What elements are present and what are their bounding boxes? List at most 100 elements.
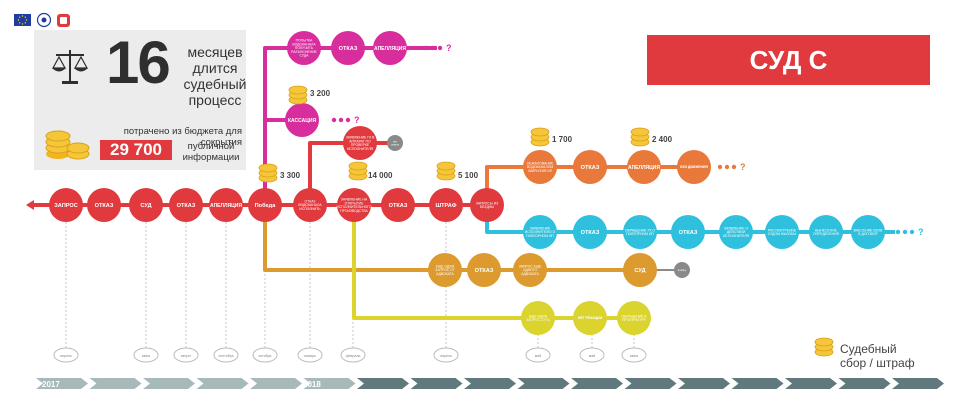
ochre-node-0 [428, 253, 462, 287]
ochre-node-2 [513, 253, 547, 287]
eu-flag-star [17, 19, 20, 21]
spent-text: потрачено из бюджета для сокрытия [123, 126, 242, 148]
magenta-top-node-2 [373, 31, 407, 65]
magenta-top-more-dot [437, 45, 443, 51]
timeline-arrow [838, 378, 891, 389]
spent-amount: 29 700 [100, 140, 172, 160]
main-node-10-label: ЗАПРОСЫ ИЗ БЕЗДНЫ [476, 201, 498, 209]
timeline-arrow [517, 378, 570, 389]
cyan-node-4-label: ЗАЯВЛЕНИЕ О ДЕЙСТВИИ ИСПОЛНИТЕЛЯ [723, 226, 750, 237]
public-info-line-1: публичной [187, 141, 235, 152]
timeline-arrow [89, 378, 142, 389]
magenta-kassacia-more-dot [331, 117, 337, 123]
months-line-1: месяцев [187, 44, 243, 60]
cyan-node-2 [623, 215, 657, 249]
fee-14000: 14 000 [368, 171, 393, 180]
eu-flag-star [24, 22, 27, 24]
cyan-more-dot [895, 229, 901, 235]
month-label: апрель [440, 354, 452, 358]
magenta-top-node-1-label: ОТКАЗ [339, 46, 358, 52]
ochre-node-3-label: СУД [634, 268, 645, 274]
fee-5100: 5 100 [458, 171, 479, 180]
cyan-node-1 [573, 215, 607, 249]
page-title: СУД С ВОДОКАНАЛОМ [647, 35, 930, 125]
main-node-6-label: ОТКАЗ ВОДОКАНАЛА ИСПОЛНИТЬ [298, 199, 322, 210]
months-text: месяцев длится судебный процесс [180, 44, 250, 108]
red-small-node-label: ЗАЯВЛЕНИЕ ГК В АППАРАТ ПО ПРОВЕРКЕ ИСПОЛНИТ… [346, 136, 375, 151]
gk-logo-inner [60, 17, 67, 24]
orange-more-dot [731, 164, 737, 170]
ochre-node-2-label: ЗАПРОС ЕЩЕ ОДНОГО АДВОКАТА [519, 264, 542, 275]
cyan-node-0 [523, 215, 557, 249]
timeline-arrow [678, 378, 730, 389]
ne-logo-dot [41, 17, 47, 23]
coin-14000 [348, 161, 368, 181]
grey-note-node [387, 135, 403, 151]
cyan-node-1-label: ОТКАЗ [581, 230, 600, 236]
fee-2400: 2 400 [652, 135, 673, 144]
main-node-2-label: СУД [140, 203, 151, 209]
timeline-arrow [303, 378, 356, 389]
legend-line-2: сбор / штраф [840, 356, 915, 370]
ochre-node-1-label: ОТКАЗ [475, 268, 494, 274]
magenta-top-more-dot [430, 45, 436, 51]
cyan-node-4 [719, 215, 753, 249]
grey-note-node-2 [674, 262, 690, 278]
month-label: июнь [630, 354, 639, 358]
fee-3200: 3 200 [310, 89, 331, 98]
main-node-1-label: ОТКАЗ [95, 203, 114, 209]
grey-note-label-2: ноябрь [678, 268, 687, 272]
coin-5100 [436, 161, 456, 181]
main-node-5-label: Победа [255, 202, 277, 209]
month-marker [297, 347, 323, 363]
month-marker [53, 347, 79, 363]
legend-coin [814, 337, 834, 357]
magenta-top-more-question: ? [446, 43, 452, 53]
orange-node-3-label: БЕЗ ДВИЖЕНИЯ [680, 165, 708, 169]
month-marker [252, 347, 278, 363]
months-line-2: длится [192, 60, 238, 76]
legend-text: Судебный сбор / штраф [840, 342, 915, 370]
cyan-node-5-label: РАССМОТРЕНИЕ СУДОМ ЖАЛОБЫ [768, 228, 797, 236]
main-node-9-label: ШТРАФ [436, 203, 457, 209]
eu-flag-logo [14, 14, 31, 26]
orange-node-0 [523, 150, 557, 184]
magenta-kassacia-more-dot [338, 117, 344, 123]
month-marker [133, 347, 159, 363]
eu-flag-star [21, 15, 24, 17]
cyan-more-dot [909, 229, 915, 235]
month-marker [525, 347, 551, 363]
main-node-10 [470, 188, 504, 222]
scales-icon [51, 50, 89, 84]
orange-node-2-label: АПЕЛЛЯЦИЯ [628, 165, 660, 171]
year-2017-label: 2017 [42, 380, 60, 389]
month-label: январь [304, 354, 316, 358]
info-box: 16 месяцев длится судебный процесс потра… [34, 29, 246, 170]
yellow-node-1 [573, 301, 607, 335]
magenta-top-node-2-label: АПЕЛЛЯЦИЯ [374, 46, 406, 52]
main-node-8-label: ОТКАЗ [389, 203, 408, 209]
fee-1700: 1 700 [552, 135, 573, 144]
month-label: сентябрь [218, 354, 233, 358]
orange-more-dot [724, 164, 730, 170]
cyan-node-2-label: ОБРАЩЕНИЕ ГК О ПОВТОРНОМ ИП [625, 228, 655, 236]
main-node-1 [87, 188, 121, 222]
orange-node-0-label: ОБЖАЛОВАНИЕ ВОДОКАНАЛОМ ЗАКРЫТИЯ ИП [527, 161, 554, 172]
ochre-node-1 [467, 253, 501, 287]
month-marker [433, 347, 459, 363]
yellow-node-0-label: ЕЩЕ ОДИН ЗАПРОС СУТЬ [526, 314, 550, 322]
month-marker [340, 347, 366, 363]
month-marker [621, 347, 647, 363]
month-marker [173, 347, 199, 363]
timeline-arrow [624, 378, 677, 389]
coin-3200 [288, 85, 308, 105]
timeline-arrow [785, 378, 837, 389]
main-node-5 [248, 188, 282, 222]
months-number: 16 [106, 29, 171, 96]
month-marker [579, 347, 605, 363]
timeline-arrow [357, 378, 409, 389]
month-label: апрель [60, 354, 72, 358]
eu-flag-star [21, 23, 24, 25]
month-marker [213, 347, 239, 363]
